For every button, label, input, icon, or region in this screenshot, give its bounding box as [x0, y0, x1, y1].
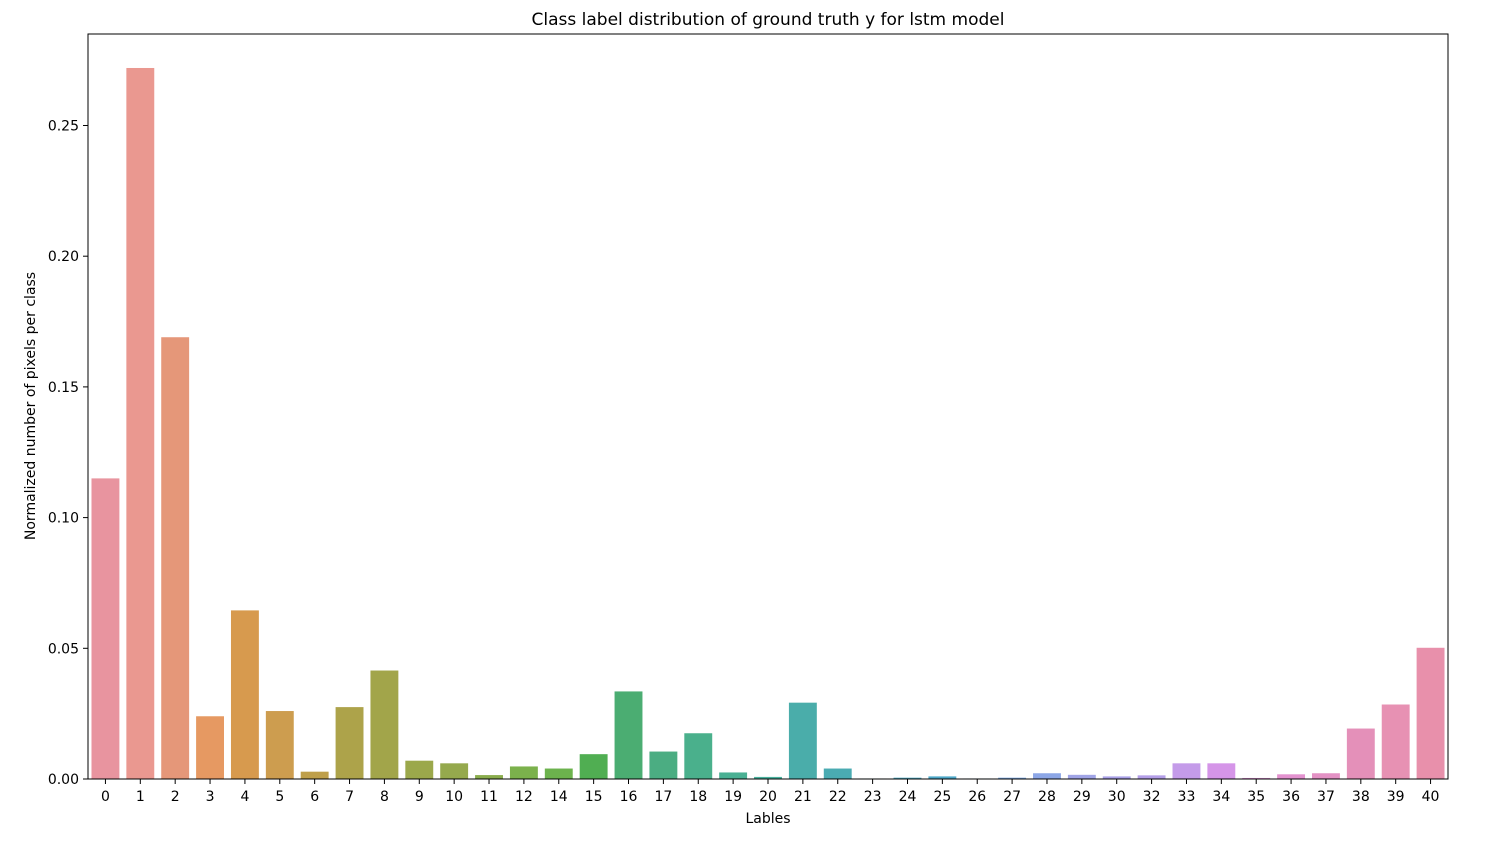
x-tick-label: 12	[515, 789, 533, 805]
bar-40	[1416, 647, 1445, 779]
x-tick-label: 20	[759, 789, 777, 805]
bar-12	[509, 766, 538, 779]
x-tick-label: 23	[864, 789, 882, 805]
x-tick-label: 39	[1387, 789, 1405, 805]
bar-39	[1381, 704, 1410, 779]
bar-30	[1102, 776, 1131, 779]
bar-19	[719, 772, 748, 779]
y-tick-label: 0.05	[48, 641, 79, 657]
y-axis: 0.00 0.05 0.10 0.15 0.20 0.25	[48, 118, 88, 788]
x-tick-label: 3	[206, 789, 215, 805]
x-axis-label: Lables	[745, 811, 790, 827]
bar-33	[1172, 763, 1201, 779]
bar-11	[475, 775, 503, 779]
x-tick-label: 40	[1422, 789, 1440, 805]
x-tick-label: 11	[480, 789, 498, 805]
bar-15	[579, 754, 608, 779]
x-tick-label: 0	[101, 789, 110, 805]
bar-1	[126, 67, 155, 780]
bar-37	[1312, 773, 1340, 779]
plot-frame	[87, 33, 1449, 780]
x-tick-label: 9	[415, 789, 424, 805]
bar-25	[928, 776, 957, 779]
bar-5	[265, 711, 294, 779]
bar-38	[1346, 728, 1375, 779]
y-tick-label: 0.00	[48, 772, 79, 788]
x-tick-label: 25	[933, 789, 951, 805]
bar-29	[1067, 774, 1096, 779]
x-tick-label: 15	[585, 789, 603, 805]
bar-14	[544, 768, 573, 779]
x-tick-label: 18	[689, 789, 707, 805]
x-tick-label: 4	[240, 789, 249, 805]
x-tick-label: 32	[1143, 789, 1161, 805]
x-tick-label: 17	[654, 789, 672, 805]
x-tick-label: 26	[968, 789, 986, 805]
x-tick-label: 30	[1108, 789, 1126, 805]
x-tick-label: 19	[724, 789, 742, 805]
x-tick-label: 22	[829, 789, 847, 805]
y-tick-label: 0.25	[48, 118, 79, 134]
bar-24	[893, 777, 922, 779]
bar-8	[370, 670, 399, 779]
x-tick-label: 38	[1352, 789, 1370, 805]
y-tick-label: 0.15	[48, 380, 79, 396]
x-axis: 0 1 2 3 4 5 6 7 8 9 10 11 12 14 15 16 17 18 19 20 21 22 23 24 25…	[101, 779, 1440, 805]
x-tick-label: 1	[136, 789, 145, 805]
bar-28	[1033, 773, 1061, 779]
x-tick-label: 10	[445, 789, 463, 805]
x-tick-label: 14	[550, 789, 568, 805]
x-tick-label: 27	[1003, 789, 1021, 805]
bar-34	[1207, 763, 1236, 779]
chart-title: Class label distribution of ground truth…	[532, 10, 1005, 30]
x-tick-label: 28	[1038, 789, 1056, 805]
x-tick-label: 29	[1073, 789, 1091, 805]
x-tick-label: 34	[1212, 789, 1230, 805]
bar-18	[684, 733, 713, 779]
bar-36	[1277, 774, 1306, 779]
bar-17	[649, 751, 678, 779]
y-axis-label: Normalized number of pixels per class	[23, 272, 39, 540]
x-tick-label: 2	[171, 789, 180, 805]
bar-16	[614, 691, 643, 779]
bar-3	[196, 716, 224, 779]
bar-10	[440, 763, 469, 779]
bar-2	[161, 337, 190, 779]
x-tick-label: 7	[345, 789, 354, 805]
x-tick-label: 35	[1247, 789, 1265, 805]
x-tick-label: 36	[1282, 789, 1300, 805]
bar-21	[788, 702, 817, 779]
bar-6	[300, 771, 329, 779]
x-tick-label: 16	[620, 789, 638, 805]
bar-22	[823, 768, 852, 779]
x-tick-label: 37	[1317, 789, 1335, 805]
x-tick-label: 33	[1178, 789, 1196, 805]
x-tick-label: 6	[310, 789, 319, 805]
x-tick-label: 5	[275, 789, 284, 805]
bar-27	[998, 777, 1027, 779]
bar-4	[230, 610, 259, 779]
bar-9	[405, 760, 434, 779]
x-tick-label: 8	[380, 789, 389, 805]
bar-7	[335, 707, 364, 779]
bar-35	[1242, 777, 1271, 779]
bar-32	[1137, 775, 1166, 779]
y-tick-label: 0.10	[48, 511, 79, 527]
x-tick-label: 24	[899, 789, 917, 805]
bar-0	[91, 478, 120, 779]
y-tick-label: 0.20	[48, 249, 79, 265]
bars-group	[91, 67, 1445, 780]
bar-20	[754, 776, 782, 779]
x-tick-label: 21	[794, 789, 812, 805]
